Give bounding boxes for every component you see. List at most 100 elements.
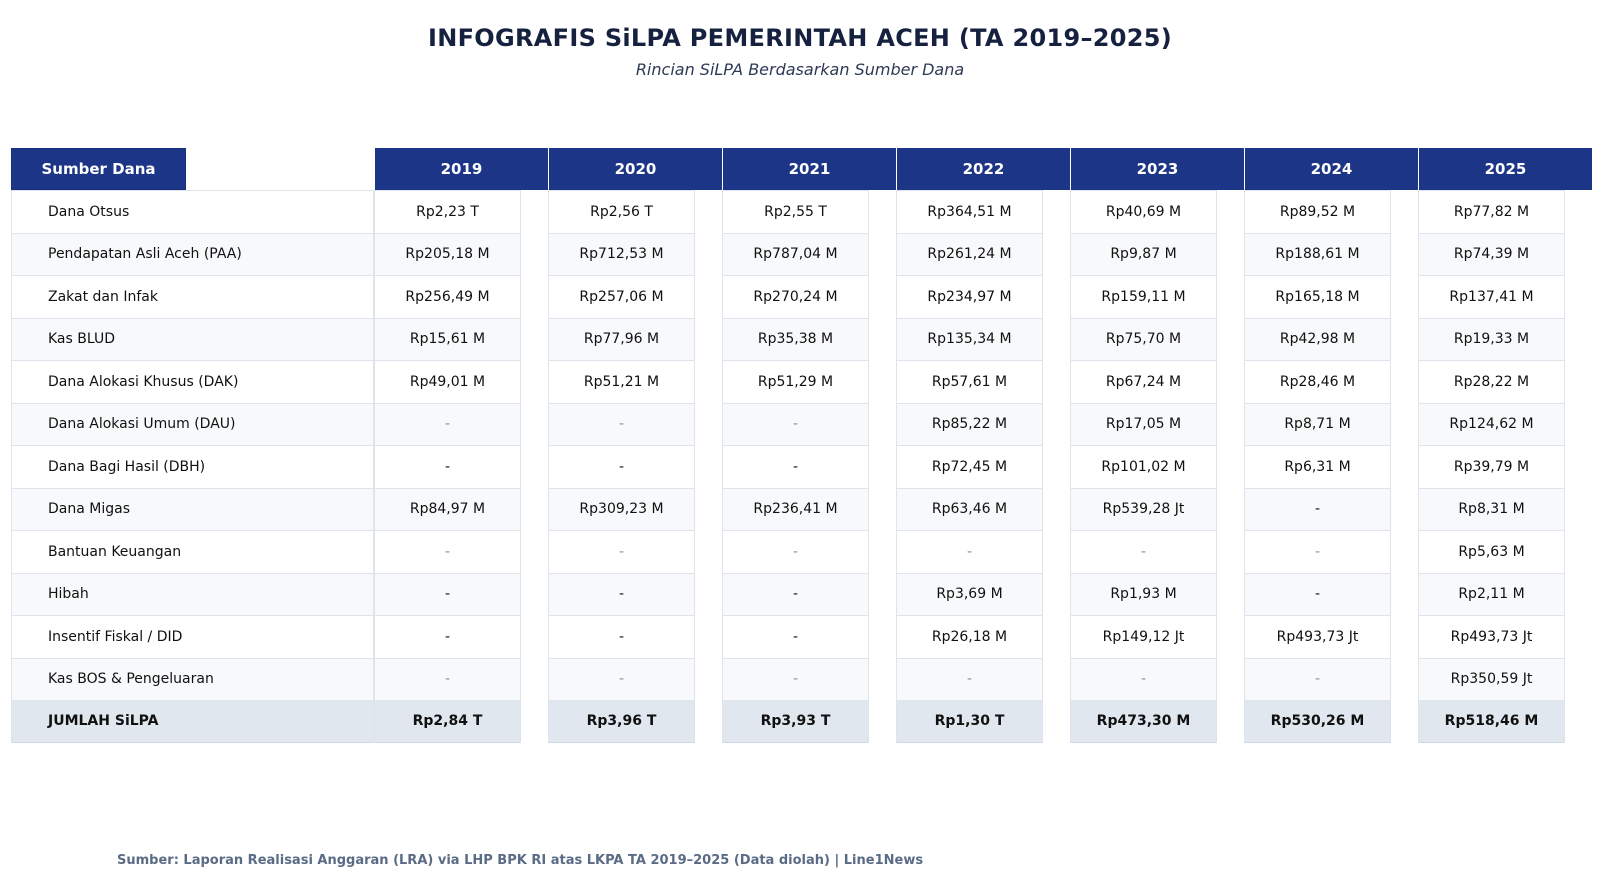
table-cell-2025: Rp39,79 M <box>1418 445 1565 488</box>
table-cell-2024: Rp493,73 Jt <box>1244 615 1391 658</box>
table-cell-2024: Rp6,31 M <box>1244 445 1391 488</box>
table-cell-2023: Rp67,24 M <box>1070 360 1217 403</box>
table-cell-2025: Rp493,73 Jt <box>1418 615 1565 658</box>
table-cell-2022: Rp26,18 M <box>896 615 1043 658</box>
table-cell-2022: Rp72,45 M <box>896 445 1043 488</box>
page-subtitle: Rincian SiLPA Berdasarkan Sumber Dana <box>635 60 965 79</box>
table-cell-2021: - <box>722 572 869 615</box>
table-cell-2021: - <box>722 657 869 700</box>
table-cell-2023: Rp149,12 Jt <box>1070 615 1217 658</box>
table-cell-2023: Rp101,02 M <box>1070 445 1217 488</box>
table-cell-2019: Rp205,18 M <box>374 232 521 275</box>
table-cell-2022: Rp364,51 M <box>896 190 1043 233</box>
table-cell-2019: - <box>374 445 521 488</box>
table-cell-2022: - <box>896 657 1043 700</box>
header-year-2025: 2025 <box>1418 148 1592 190</box>
table-cell-2020: - <box>548 572 695 615</box>
table-cell-2022: Rp85,22 M <box>896 402 1043 445</box>
table-cell-2021: Rp2,55 T <box>722 190 869 233</box>
total-cell-2023: Rp473,30 M <box>1070 700 1217 743</box>
total-cell-2021: Rp3,93 T <box>722 700 869 743</box>
total-cell-2020: Rp3,96 T <box>548 700 695 743</box>
row-label: Dana Alokasi Khusus (DAK) <box>11 360 374 403</box>
table-cell-2020: - <box>548 657 695 700</box>
table-cell-2025: Rp137,41 M <box>1418 275 1565 318</box>
table-cell-2019: Rp2,23 T <box>374 190 521 233</box>
table-cell-2020: - <box>548 402 695 445</box>
table-cell-2025: Rp350,59 Jt <box>1418 657 1565 700</box>
table-cell-2021: Rp51,29 M <box>722 360 869 403</box>
source-note: Sumber: Laporan Realisasi Anggaran (LRA)… <box>117 853 924 868</box>
table-cell-2024: Rp8,71 M <box>1244 402 1391 445</box>
table-cell-2023: - <box>1070 530 1217 573</box>
table-cell-2023: Rp1,93 M <box>1070 572 1217 615</box>
table-cell-2020: - <box>548 445 695 488</box>
table-cell-2023: Rp17,05 M <box>1070 402 1217 445</box>
table-cell-2025: Rp8,31 M <box>1418 487 1565 530</box>
table-cell-2023: Rp539,28 Jt <box>1070 487 1217 530</box>
table-cell-2023: Rp9,87 M <box>1070 232 1217 275</box>
table-cell-2020: Rp309,23 M <box>548 487 695 530</box>
total-cell-2025: Rp518,46 M <box>1418 700 1565 743</box>
table-cell-2025: Rp74,39 M <box>1418 232 1565 275</box>
table-cell-2020: - <box>548 615 695 658</box>
table-cell-2022: - <box>896 530 1043 573</box>
table-cell-2025: Rp77,82 M <box>1418 190 1565 233</box>
total-row-label: JUMLAH SiLPA <box>11 700 374 743</box>
table-cell-2020: Rp2,56 T <box>548 190 695 233</box>
table-cell-2022: Rp135,34 M <box>896 317 1043 360</box>
row-label: Zakat dan Infak <box>11 275 374 318</box>
table-cell-2022: Rp3,69 M <box>896 572 1043 615</box>
row-label: Insentif Fiskal / DID <box>11 615 374 658</box>
header-year-2020: 2020 <box>548 148 722 190</box>
row-label: Dana Otsus <box>11 190 374 233</box>
table-cell-2022: Rp261,24 M <box>896 232 1043 275</box>
total-cell-2022: Rp1,30 T <box>896 700 1043 743</box>
header-year-2021: 2021 <box>722 148 896 190</box>
total-cell-2019: Rp2,84 T <box>374 700 521 743</box>
table-cell-2024: Rp89,52 M <box>1244 190 1391 233</box>
table-cell-2023: Rp75,70 M <box>1070 317 1217 360</box>
table-cell-2019: - <box>374 572 521 615</box>
table-cell-2020: Rp51,21 M <box>548 360 695 403</box>
table-cell-2023: - <box>1070 657 1217 700</box>
table-cell-2021: - <box>722 615 869 658</box>
table-cell-2024: - <box>1244 487 1391 530</box>
row-label: Dana Alokasi Umum (DAU) <box>11 402 374 445</box>
table-cell-2019: Rp84,97 M <box>374 487 521 530</box>
row-label: Hibah <box>11 572 374 615</box>
table-cell-2024: Rp28,46 M <box>1244 360 1391 403</box>
table-cell-2023: Rp40,69 M <box>1070 190 1217 233</box>
table-cell-2019: - <box>374 530 521 573</box>
table-cell-2020: Rp257,06 M <box>548 275 695 318</box>
page-title: INFOGRAFIS SiLPA PEMERINTAH ACEH (TA 201… <box>427 24 1173 52</box>
table-cell-2020: Rp77,96 M <box>548 317 695 360</box>
table-cell-2019: - <box>374 615 521 658</box>
row-label: Kas BLUD <box>11 317 374 360</box>
row-label: Kas BOS & Pengeluaran <box>11 657 374 700</box>
table-cell-2025: Rp2,11 M <box>1418 572 1565 615</box>
table-cell-2020: - <box>548 530 695 573</box>
table-cell-2019: - <box>374 402 521 445</box>
row-label: Dana Migas <box>11 487 374 530</box>
row-label: Bantuan Keuangan <box>11 530 374 573</box>
header-year-2023: 2023 <box>1070 148 1244 190</box>
header-year-2024: 2024 <box>1244 148 1418 190</box>
table-cell-2025: Rp28,22 M <box>1418 360 1565 403</box>
header-year-2022: 2022 <box>896 148 1070 190</box>
header-year-2019: 2019 <box>374 148 548 190</box>
table-cell-2025: Rp19,33 M <box>1418 317 1565 360</box>
table-cell-2022: Rp57,61 M <box>896 360 1043 403</box>
table-cell-2024: Rp188,61 M <box>1244 232 1391 275</box>
row-label: Pendapatan Asli Aceh (PAA) <box>11 232 374 275</box>
table-cell-2023: Rp159,11 M <box>1070 275 1217 318</box>
table-cell-2021: Rp270,24 M <box>722 275 869 318</box>
table-cell-2019: Rp15,61 M <box>374 317 521 360</box>
table-cell-2021: Rp236,41 M <box>722 487 869 530</box>
table-cell-2024: - <box>1244 530 1391 573</box>
header-sumber-dana: Sumber Dana <box>11 148 186 190</box>
row-label: Dana Bagi Hasil (DBH) <box>11 445 374 488</box>
table-cell-2021: Rp787,04 M <box>722 232 869 275</box>
table-cell-2021: - <box>722 402 869 445</box>
table-cell-2024: Rp42,98 M <box>1244 317 1391 360</box>
